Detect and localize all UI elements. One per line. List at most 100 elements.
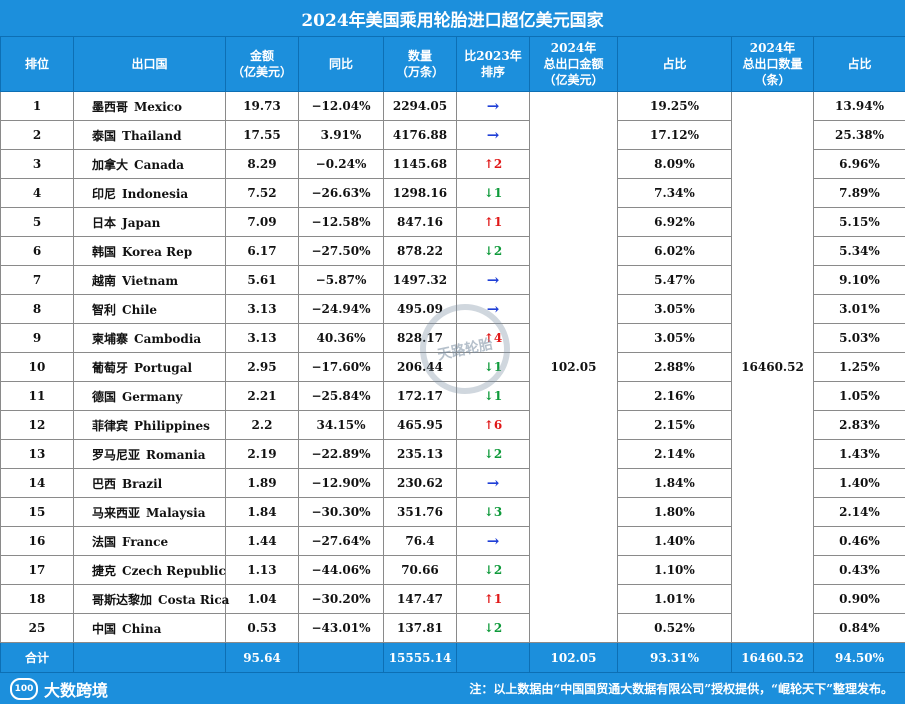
cell-rank-change: ↓1	[456, 381, 530, 411]
table-row: 10 葡萄牙 Portugal 2.95 −17.60% 206.44 ↓1 2.88% 1.2…	[0, 352, 905, 382]
cell-share-qty: 5.03%	[813, 323, 905, 353]
header-rank: 排位	[0, 36, 74, 92]
country-cn: 巴西	[92, 476, 117, 491]
cell-share-qty: 0.84%	[813, 613, 905, 643]
cell-amount: 2.95	[225, 352, 299, 382]
cell-rank-change: ↑1	[456, 207, 530, 237]
total-empty-country	[73, 642, 226, 673]
cell-country: 墨西哥 Mexico	[73, 91, 226, 121]
cell-yoy: −27.50%	[298, 236, 384, 266]
cell-country: 柬埔寨 Cambodia	[73, 323, 226, 353]
cell-share-amount: 3.05%	[617, 294, 732, 324]
cell-rank-change: →	[456, 265, 530, 295]
country-cn: 柬埔寨	[92, 331, 129, 346]
brand-logo: 100 大数跨境	[10, 677, 108, 701]
country-en: Cambodia	[134, 331, 202, 346]
cell-share-amount: 1.10%	[617, 555, 732, 585]
cell-qty: 828.17	[383, 323, 457, 353]
cell-country: 越南 Vietnam	[73, 265, 226, 295]
cell-yoy: −17.60%	[298, 352, 384, 382]
country-cn: 菲律宾	[92, 418, 129, 433]
country-cn: 中国	[92, 621, 117, 636]
cell-yoy: −30.30%	[298, 497, 384, 527]
total-empty-yoy	[298, 642, 384, 673]
cell-rank: 18	[0, 584, 74, 614]
arrow-right-icon: →	[486, 126, 500, 144]
cell-rank-change: →	[456, 91, 530, 121]
cell-share-qty: 0.90%	[813, 584, 905, 614]
cell-qty: 4176.88	[383, 120, 457, 150]
cell-amount: 7.52	[225, 178, 299, 208]
cell-share-qty: 5.15%	[813, 207, 905, 237]
cell-share-qty: 1.05%	[813, 381, 905, 411]
total-empty-rank	[456, 642, 530, 673]
country-en: Mexico	[134, 99, 182, 114]
arrow-down-icon: ↓	[483, 621, 494, 635]
rank-delta: 3	[493, 505, 503, 519]
arrow-up-icon: ↑	[483, 331, 494, 345]
header-share-qty: 占比	[813, 36, 905, 92]
cell-share-amount: 2.14%	[617, 439, 732, 469]
cell-amount: 0.53	[225, 613, 299, 643]
cell-rank-change: ↑4	[456, 323, 530, 353]
cell-qty: 495.09	[383, 294, 457, 324]
cell-yoy: −12.04%	[298, 91, 384, 121]
cell-qty: 465.95	[383, 410, 457, 440]
country-en: Indonesia	[122, 186, 189, 201]
cell-share-amount: 19.25%	[617, 91, 732, 121]
header-row: 排位 出口国 金额 （亿美元） 同比 数量 （万条） 比2023年 排序 202…	[0, 36, 905, 92]
cell-qty: 137.81	[383, 613, 457, 643]
country-cn: 越南	[92, 273, 117, 288]
cell-country: 智利 Chile	[73, 294, 226, 324]
rank-delta: 1	[493, 186, 503, 200]
cell-qty: 2294.05	[383, 91, 457, 121]
cell-share-qty: 7.89%	[813, 178, 905, 208]
country-cn: 捷克	[92, 563, 117, 578]
table-row: 25 中国 China 0.53 −43.01% 137.81 ↓2 0.52% 0.84%	[0, 613, 905, 643]
cell-country: 日本 Japan	[73, 207, 226, 237]
cell-yoy: −27.64%	[298, 526, 384, 556]
cell-country: 菲律宾 Philippines	[73, 410, 226, 440]
arrow-right-icon: →	[486, 271, 500, 289]
country-en: Romania	[146, 447, 206, 462]
arrow-down-icon: ↓	[483, 505, 494, 519]
cell-share-amount: 0.52%	[617, 613, 732, 643]
cell-rank: 25	[0, 613, 74, 643]
cell-share-amount: 6.92%	[617, 207, 732, 237]
footer-bar: 100 大数跨境 注：以上数据由“中国国贸通大数据有限公司”授权提供，“崐轮天下…	[0, 673, 905, 704]
country-cn: 葡萄牙	[92, 360, 129, 375]
total-qty-share: 94.50%	[813, 642, 905, 673]
header-rank-vs-2023: 比2023年 排序	[456, 36, 530, 92]
table-row: 3 加拿大 Canada 8.29 −0.24% 1145.68 ↑2 8.09% 6.96%	[0, 149, 905, 179]
cell-share-amount: 17.12%	[617, 120, 732, 150]
cell-yoy: −12.90%	[298, 468, 384, 498]
cell-amount: 6.17	[225, 236, 299, 266]
arrow-down-icon: ↓	[483, 447, 494, 461]
total-row: 合计 95.64 15555.14 102.05 93.31% 16460.52 94.50…	[0, 642, 905, 673]
total-label: 合计	[0, 642, 74, 673]
cell-share-amount: 1.40%	[617, 526, 732, 556]
cell-rank-change: →	[456, 120, 530, 150]
table-row: 16 法国 France 1.44 −27.64% 76.4 → 1.40% 0.46%	[0, 526, 905, 556]
cell-yoy: −44.06%	[298, 555, 384, 585]
cell-share-qty: 2.83%	[813, 410, 905, 440]
cell-qty: 206.44	[383, 352, 457, 382]
country-cn: 日本	[92, 215, 117, 230]
cell-amount: 5.61	[225, 265, 299, 295]
country-en: Portugal	[134, 360, 193, 375]
total-total-qty: 16460.52	[731, 642, 814, 673]
cell-country: 葡萄牙 Portugal	[73, 352, 226, 382]
cell-share-qty: 3.01%	[813, 294, 905, 324]
cell-yoy: −43.01%	[298, 613, 384, 643]
cell-rank: 2	[0, 120, 74, 150]
table-row: 17 捷克 Czech Republic 1.13 −44.06% 70.66 ↓2 1.10…	[0, 555, 905, 585]
table-row: 1 墨西哥 Mexico 19.73 −12.04% 2294.05 → 102.05 19.2…	[0, 91, 905, 643]
cell-yoy: −5.87%	[298, 265, 384, 295]
cell-country: 印尼 Indonesia	[73, 178, 226, 208]
rank-delta: 2	[493, 244, 503, 258]
arrow-right-icon: →	[486, 474, 500, 492]
header-total-qty: 2024年 总出口数量 （条）	[731, 36, 814, 92]
cell-share-qty: 1.25%	[813, 352, 905, 382]
cell-share-qty: 1.43%	[813, 439, 905, 469]
